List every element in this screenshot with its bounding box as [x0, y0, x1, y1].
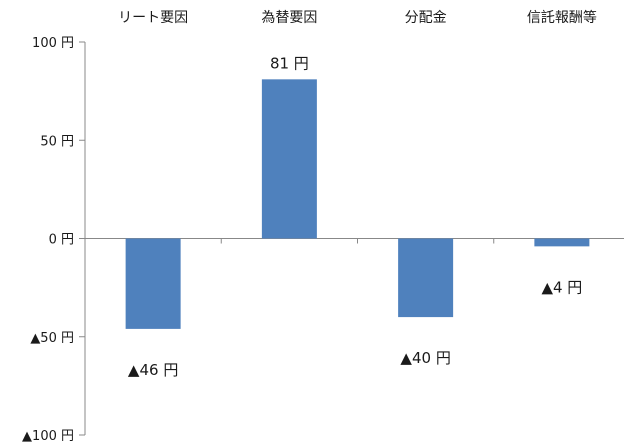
bar [398, 238, 454, 318]
data-label: ▲46 円 [128, 361, 178, 379]
category-label: 信託報酬等 [527, 9, 597, 26]
data-label: ▲40 円 [400, 349, 450, 367]
data-label: ▲4 円 [541, 278, 582, 296]
y-tick-label: 100 円 [32, 36, 74, 51]
y-tick-label: 0 円 [49, 233, 74, 248]
y-tick-label: ▲50 円 [30, 331, 74, 346]
category-label: 為替要因 [261, 10, 317, 26]
y-tick-label: ▲100 円 [22, 429, 74, 444]
category-label: リート要因 [118, 10, 188, 26]
category-label: 分配金 [405, 10, 447, 26]
y-tick-label: 50 円 [40, 134, 74, 149]
data-label: 81 円 [270, 54, 309, 72]
bar [125, 238, 181, 329]
bar [534, 238, 590, 247]
bar [261, 79, 317, 239]
